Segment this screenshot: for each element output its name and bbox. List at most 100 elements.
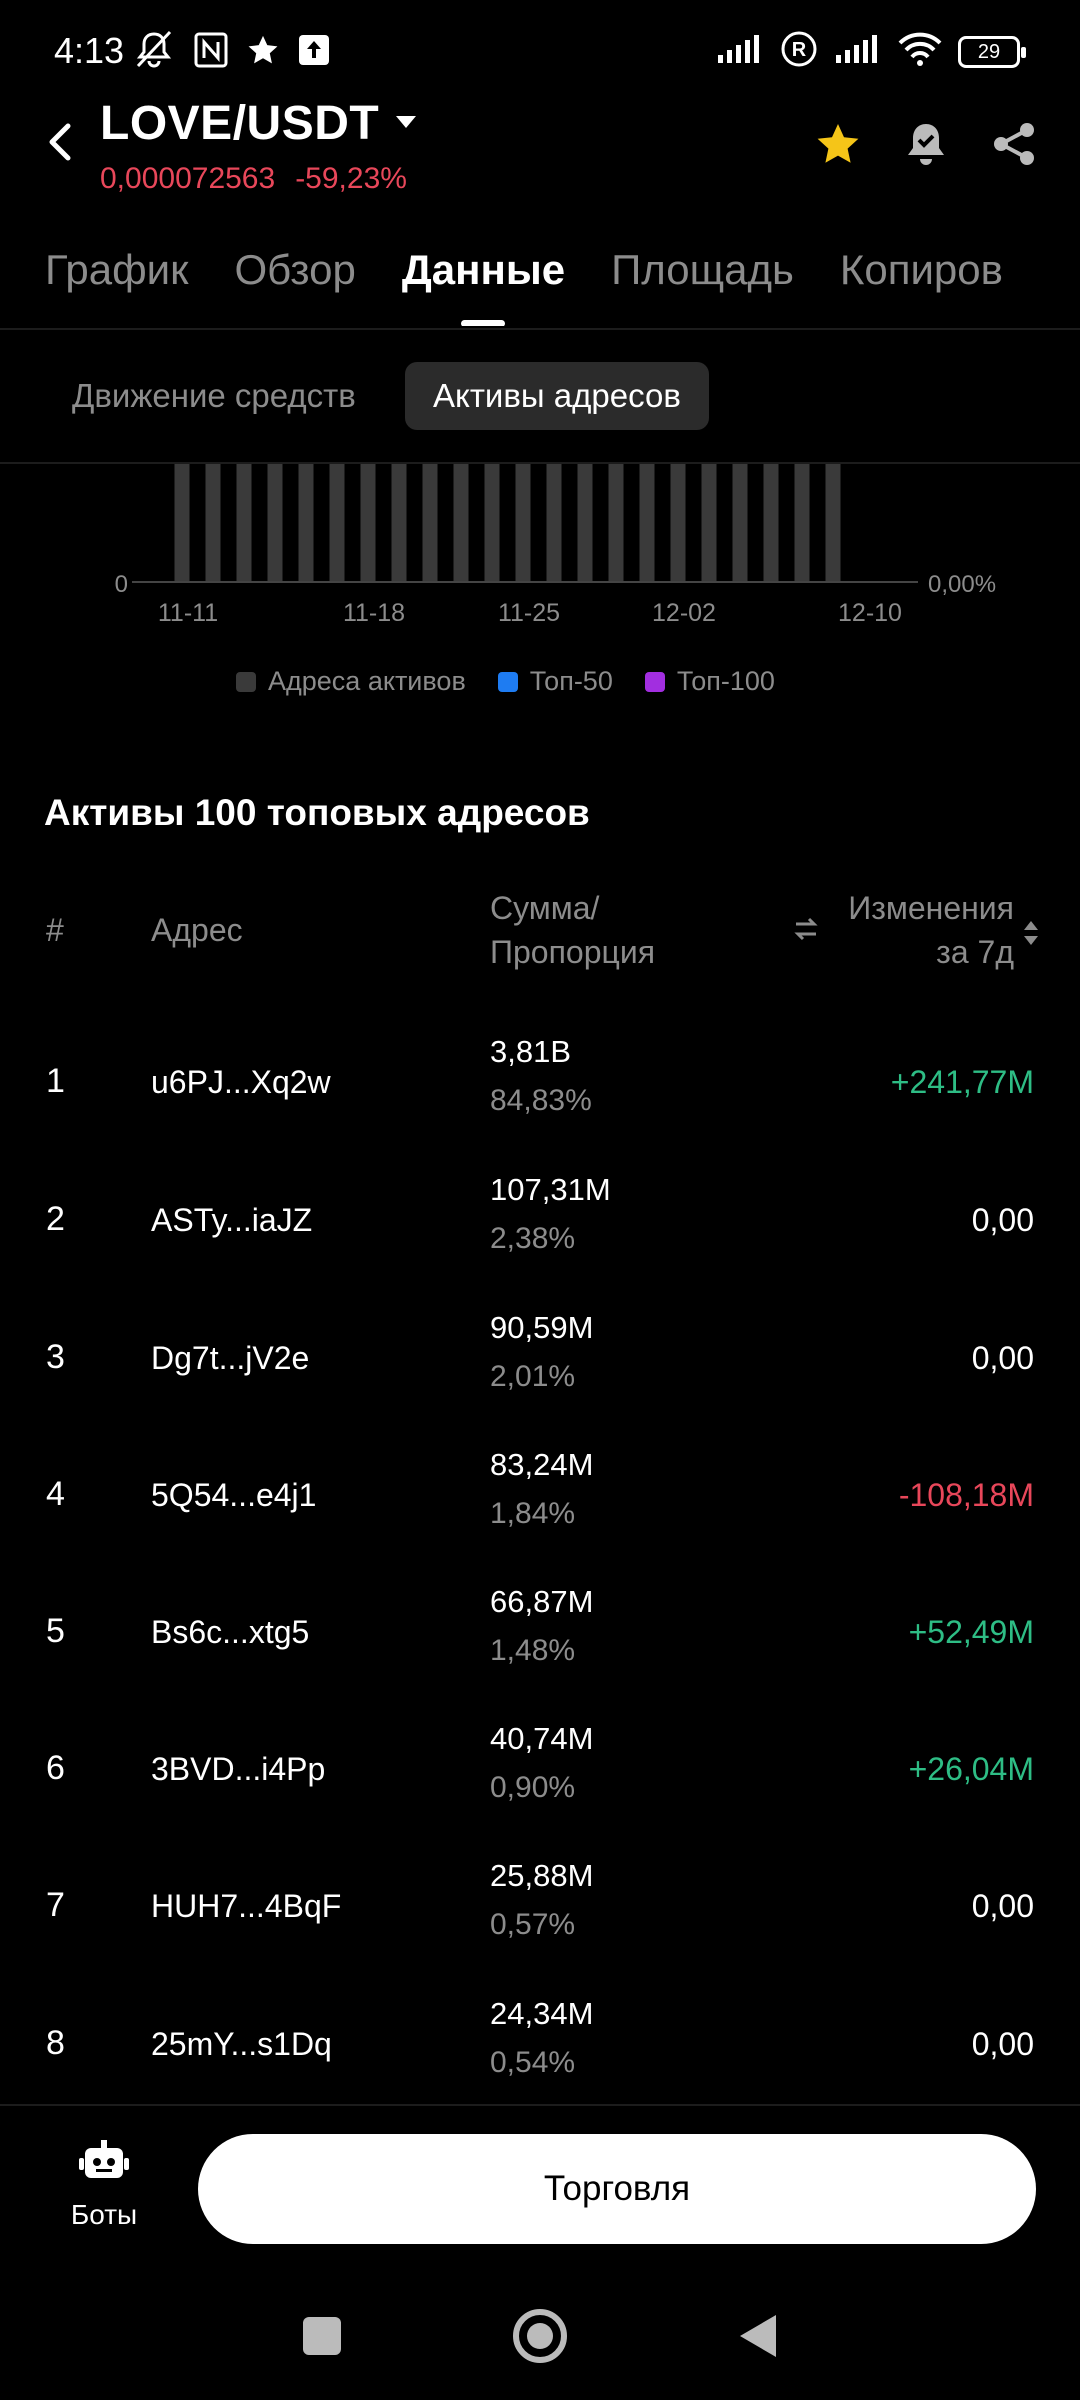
chart-bar xyxy=(360,464,376,582)
row-amount: 40,74M xyxy=(490,1721,594,1756)
holdings-chart: 0 0,00% 11-11 11-18 11-25 12-02 12-10 xyxy=(115,464,996,627)
segment-address-holdings[interactable]: Активы адресов xyxy=(405,362,709,430)
home-button[interactable] xyxy=(512,2308,568,2369)
row-change: +26,04M xyxy=(908,1751,1034,1787)
x-tick-label: 11-11 xyxy=(158,599,218,627)
back-nav-button[interactable] xyxy=(738,2313,778,2364)
table-row[interactable]: 3 Dg7t...jV2e 90,59M 2,01% 0,00 xyxy=(0,1310,1080,1448)
row-address: 5Q54...e4j1 xyxy=(151,1477,317,1513)
table-row[interactable]: 2 ASTy...iaJZ 107,31M 2,38% 0,00 xyxy=(0,1172,1080,1310)
tab-square[interactable]: Площадь xyxy=(611,246,794,293)
x-tick-label: 11-18 xyxy=(343,599,405,627)
tabs-divider xyxy=(0,328,1080,330)
row-amount: 24,34M xyxy=(490,1996,594,2031)
row-proportion: 0,57% xyxy=(490,1908,576,1941)
price-row: 0,000072563 -59,23% xyxy=(100,162,407,196)
main-tabs: График Обзор Данные Площадь Копиров xyxy=(45,246,1080,326)
col-header-change-line1: Изменения xyxy=(848,890,1014,926)
row-change: 0,00 xyxy=(971,1888,1034,1924)
row-proportion: 0,90% xyxy=(490,1771,576,1804)
recents-button[interactable] xyxy=(302,2316,342,2361)
row-amount: 25,88M xyxy=(490,1858,594,1893)
sort-arrows-icon[interactable] xyxy=(1022,914,1040,958)
col-header-amount[interactable]: Сумма/ Пропорция xyxy=(490,886,655,974)
table-row[interactable]: 8 25mY...s1Dq 24,34M 0,54% 0,00 xyxy=(0,1996,1080,2134)
trade-button[interactable]: Торговля xyxy=(198,2134,1036,2244)
table-row[interactable]: 7 HUH7...4BqF 25,88M 0,57% 0,00 xyxy=(0,1858,1080,1996)
chart-bar xyxy=(608,464,624,582)
chart-bar xyxy=(267,464,283,582)
row-rank: 4 xyxy=(46,1475,65,1513)
legend-item-active-addresses[interactable]: Адреса активов xyxy=(236,666,466,697)
row-change: +241,77M xyxy=(890,1064,1034,1100)
chart-bar xyxy=(329,464,345,582)
star-status-icon xyxy=(246,33,280,72)
legend-label: Адреса активов xyxy=(268,666,466,696)
bots-label: Боты xyxy=(70,2199,138,2230)
chart-bar xyxy=(484,464,500,582)
row-change: -108,18M xyxy=(898,1477,1034,1513)
signal-2-icon xyxy=(834,33,882,70)
row-amount: 66,87M xyxy=(490,1584,594,1619)
segment-divider xyxy=(0,462,1080,464)
row-rank: 6 xyxy=(46,1749,65,1787)
legend-swatch xyxy=(644,671,665,692)
table-row[interactable]: 5 Bs6c...xtg5 66,87M 1,48% +52,49M xyxy=(0,1584,1080,1722)
legend-item-top-100[interactable]: Топ-100 xyxy=(644,666,775,697)
price-alert-icon[interactable] xyxy=(900,118,952,170)
chart-bar xyxy=(174,464,190,582)
table-row[interactable]: 1 u6PJ...Xq2w 3,81B 84,83% +241,77M xyxy=(0,1034,1080,1172)
row-proportion: 0,54% xyxy=(490,2046,576,2079)
row-change: 0,00 xyxy=(971,1202,1034,1238)
row-amount: 90,59M xyxy=(490,1310,594,1345)
pair-title[interactable]: LOVE/USDT xyxy=(100,97,380,150)
tab-overview[interactable]: Обзор xyxy=(234,246,356,293)
back-button[interactable] xyxy=(40,118,80,166)
favorite-star-icon[interactable] xyxy=(812,118,864,170)
section-title: Активы 100 топовых адресов xyxy=(44,792,590,833)
y-tick-label-left: 0 xyxy=(115,571,128,598)
tab-copy[interactable]: Копиров xyxy=(839,246,1003,293)
bots-button[interactable]: Боты xyxy=(60,2140,148,2231)
col-header-change[interactable]: Изменения за 7д xyxy=(848,886,1014,974)
row-rank: 1 xyxy=(46,1062,65,1100)
table-row[interactable]: 6 3BVD...i4Pp 40,74M 0,90% +26,04M xyxy=(0,1721,1080,1859)
chart-bar xyxy=(546,464,562,582)
chart-bar xyxy=(763,464,779,582)
home-circle-icon xyxy=(513,2308,567,2363)
bell-off-icon xyxy=(132,30,176,75)
chart-bar xyxy=(422,464,438,582)
wifi-icon xyxy=(898,31,942,72)
share-icon[interactable] xyxy=(988,118,1040,170)
table-row[interactable]: 4 5Q54...e4j1 83,24M 1,84% -108,18M xyxy=(0,1447,1080,1585)
row-change: 0,00 xyxy=(971,1340,1034,1376)
legend-label: Топ-100 xyxy=(676,666,775,696)
status-left-icons xyxy=(132,30,330,75)
chart-bar xyxy=(825,464,841,582)
segment-fund-flow[interactable]: Движение средств xyxy=(72,377,356,414)
pair-dropdown-icon[interactable] xyxy=(394,114,418,135)
x-tick-label: 11-25 xyxy=(498,599,560,627)
chart-bar xyxy=(205,464,221,582)
legend-label: Топ-50 xyxy=(529,666,613,696)
row-proportion: 1,48% xyxy=(490,1634,576,1667)
legend-item-top-50[interactable]: Топ-50 xyxy=(497,666,613,697)
tab-chart[interactable]: График xyxy=(45,246,189,293)
tab-data[interactable]: Данные xyxy=(402,246,565,326)
tabs-fade xyxy=(1010,230,1080,320)
legend-swatch xyxy=(236,671,256,692)
swap-sort-icon[interactable] xyxy=(792,910,820,954)
row-amount: 3,81B xyxy=(490,1034,572,1069)
row-rank: 8 xyxy=(46,2024,65,2062)
row-amount: 107,31M xyxy=(490,1172,611,1207)
chart-bar xyxy=(670,464,686,582)
row-address: HUH7...4BqF xyxy=(151,1888,342,1924)
signal-icon xyxy=(716,33,764,70)
chart-bar xyxy=(701,464,717,582)
row-address: Dg7t...jV2e xyxy=(151,1340,310,1376)
x-tick-label: 12-02 xyxy=(652,599,716,627)
chart-legend: Адреса активов Топ-50 Топ-100 xyxy=(236,666,775,697)
legend-swatch xyxy=(497,671,518,692)
row-address: ASTy...iaJZ xyxy=(151,1202,313,1238)
col-header-num: # xyxy=(46,912,64,948)
